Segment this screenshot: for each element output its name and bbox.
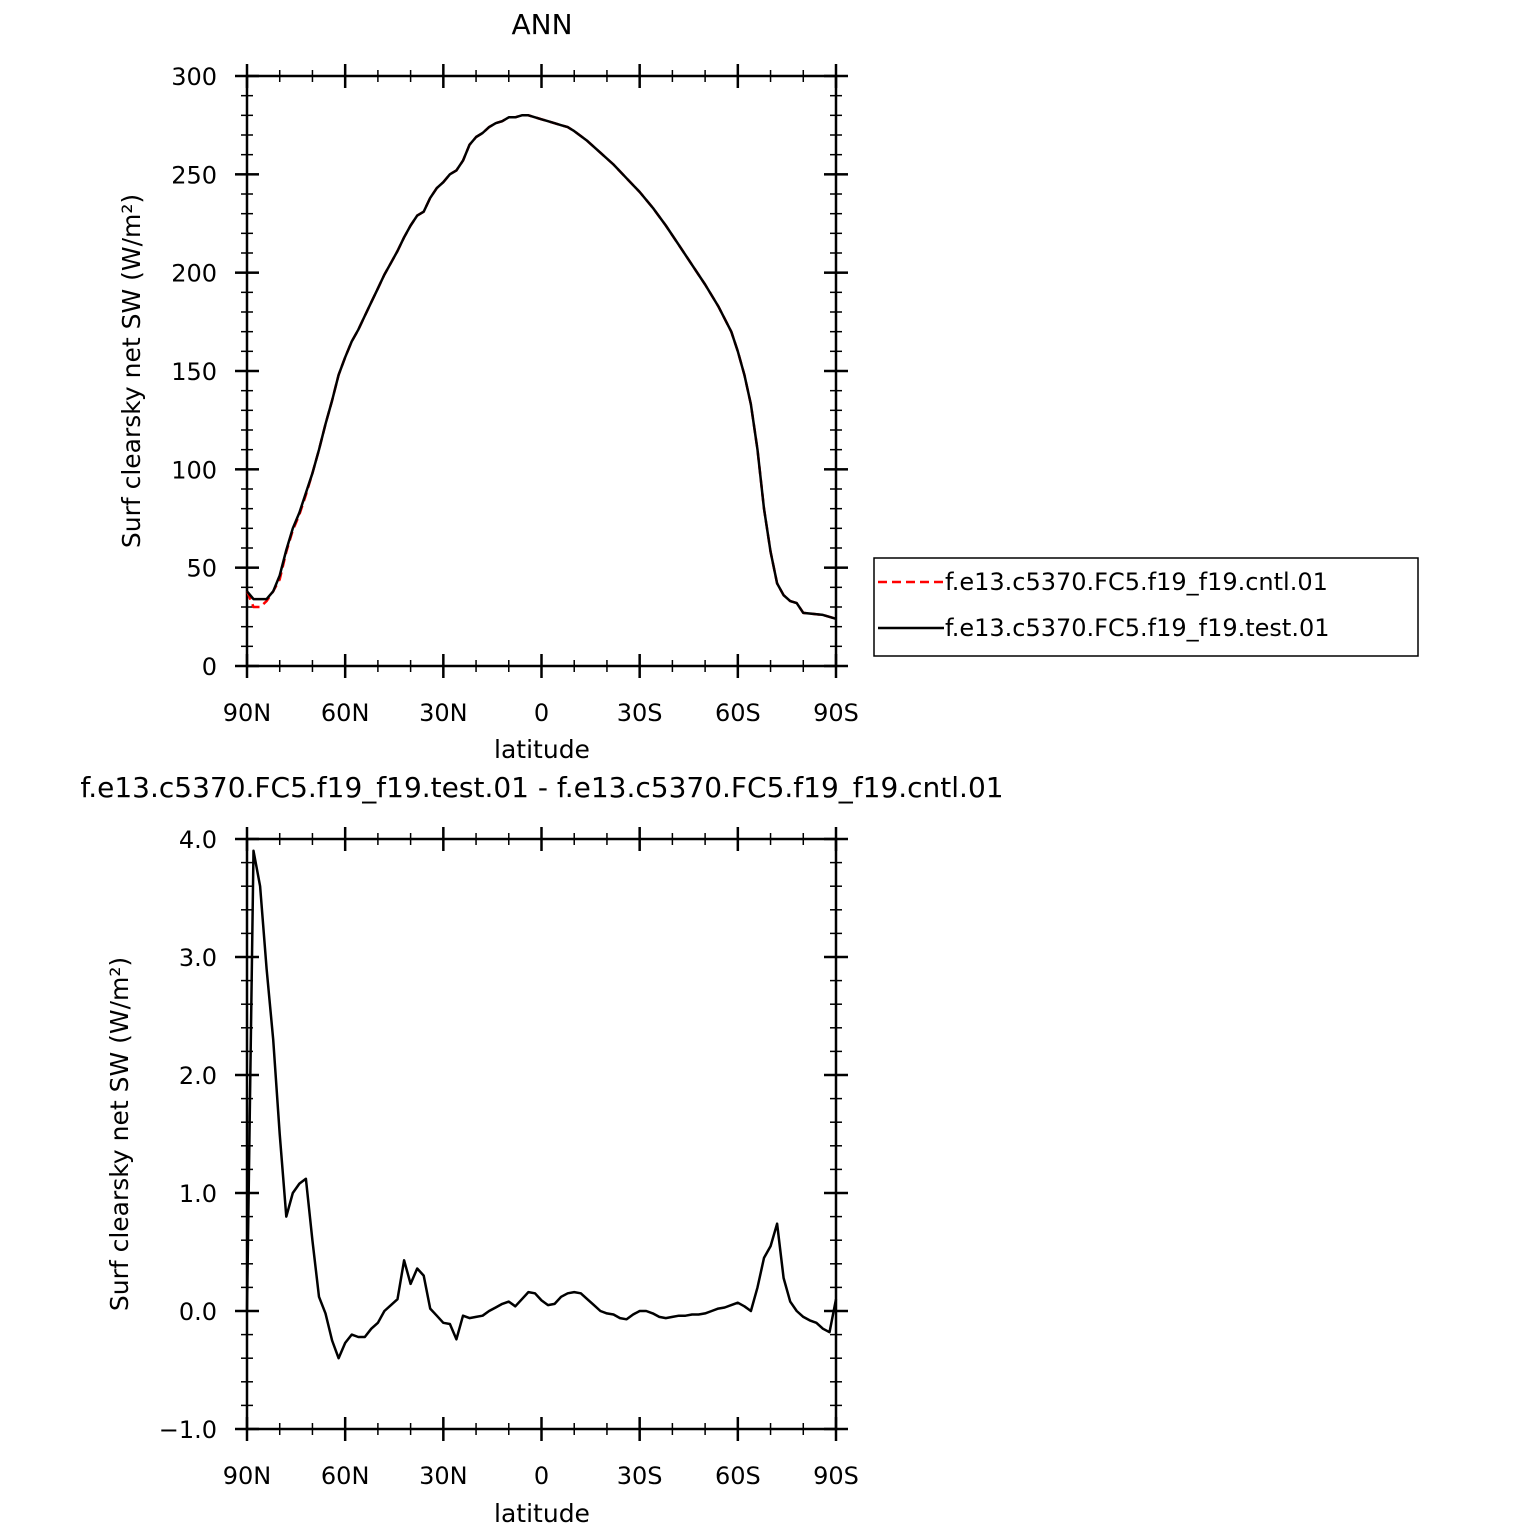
y-tick-label: −1.0 — [159, 1416, 217, 1444]
top-x-tick-labels: 90N 60N 30N 0 30S 60S 90S — [223, 699, 859, 727]
series-line-0-0 — [245, 114, 837, 620]
y-tick-label: 3.0 — [179, 944, 217, 972]
top-series — [245, 114, 837, 620]
y-tick-label: 100 — [171, 456, 217, 484]
top-x-axis-title: latitude — [494, 735, 590, 764]
series-line-0-1 — [246, 114, 837, 620]
x-tick-label: 0 — [534, 1462, 549, 1490]
top-plot-frame — [245, 74, 838, 668]
legend-label-cntl: f.e13.c5370.FC5.f19_f19.cntl.01 — [945, 568, 1328, 596]
top-ticks — [235, 64, 848, 678]
x-tick-label: 90S — [813, 699, 859, 727]
x-tick-label: 90S — [813, 1462, 859, 1490]
bottom-series — [245, 849, 838, 1360]
legend-label-test: f.e13.c5370.FC5.f19_f19.test.01 — [945, 614, 1330, 642]
x-tick-label: 90N — [223, 699, 272, 727]
x-tick-label: 30N — [419, 1462, 468, 1490]
top-y-tick-labels: 0 50 100 150 200 250 300 — [171, 63, 217, 681]
x-tick-label: 30N — [419, 699, 468, 727]
x-tick-label: 90N — [223, 1462, 272, 1490]
y-tick-label: 0 — [202, 653, 217, 681]
x-tick-label: 60N — [321, 699, 370, 727]
y-tick-label: 150 — [171, 358, 217, 386]
y-tick-label: 1.0 — [179, 1180, 217, 1208]
y-tick-label: 200 — [171, 260, 217, 288]
bottom-y-axis-title: Surf clearsky net SW (W/m²) — [105, 957, 134, 1311]
legend-box — [873, 557, 1419, 657]
y-tick-label: 2.0 — [179, 1062, 217, 1090]
y-tick-label: 0.0 — [179, 1298, 217, 1326]
bottom-plot-frame — [245, 837, 838, 1431]
bottom-x-tick-labels: 90N 60N 30N 0 30S 60S 90S — [223, 1462, 859, 1490]
top-y-axis-title: Surf clearsky net SW (W/m²) — [117, 194, 146, 548]
y-tick-label: 4.0 — [179, 826, 217, 854]
x-tick-label: 60N — [321, 1462, 370, 1490]
y-tick-label: 250 — [171, 161, 217, 189]
series-line-1-0 — [245, 849, 838, 1360]
legend: f.e13.c5370.FC5.f19_f19.cntl.01 f.e13.c5… — [873, 557, 1419, 657]
x-tick-label: 60S — [715, 1462, 761, 1490]
y-tick-label: 300 — [171, 63, 217, 91]
bottom-chart-title: f.e13.c5370.FC5.f19_f19.test.01 - f.e13.… — [80, 771, 1003, 804]
bottom-y-tick-labels: −1.0 0.0 1.0 2.0 3.0 4.0 — [159, 826, 217, 1444]
x-tick-label: 30S — [617, 699, 663, 727]
bottom-x-axis-title: latitude — [494, 1499, 590, 1528]
y-tick-label: 50 — [186, 555, 217, 583]
x-tick-label: 30S — [617, 1462, 663, 1490]
top-chart-title: ANN — [511, 8, 572, 41]
x-tick-label: 60S — [715, 699, 761, 727]
x-tick-label: 0 — [534, 699, 549, 727]
bottom-ticks — [235, 827, 848, 1441]
